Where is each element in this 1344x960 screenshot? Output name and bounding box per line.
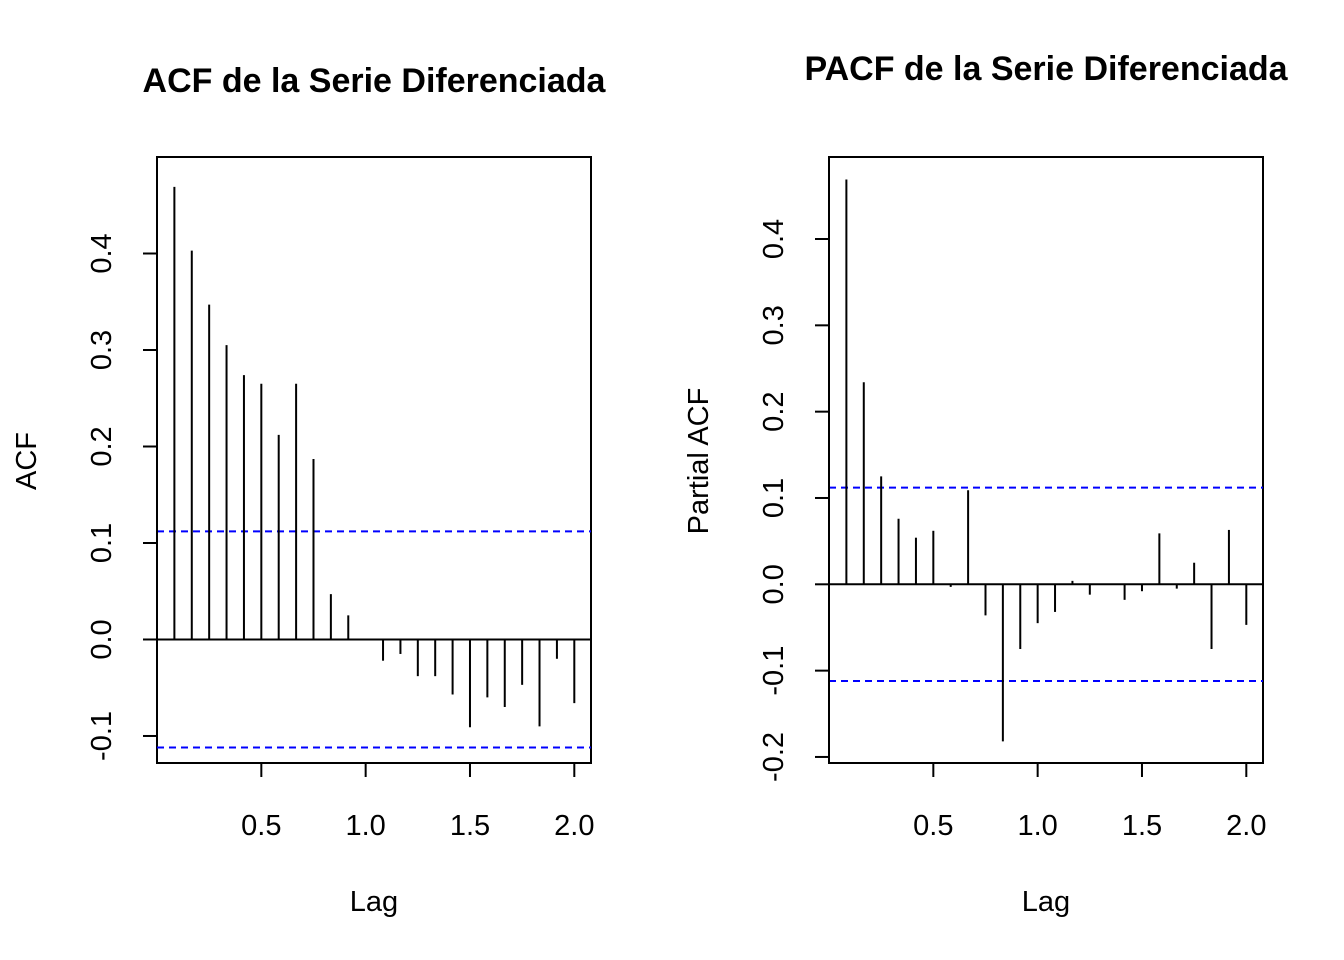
acf-panel: ACF de la Serie Diferenciada Lag ACF 0.5… (11, 62, 607, 918)
acf-plot-frame (156, 156, 592, 764)
pacf-panel: PACF de la Serie Diferenciada Lag Partia… (683, 50, 1289, 918)
acf-title: ACF de la Serie Diferenciada (143, 62, 607, 100)
pacf-x-axis-label: Lag (1022, 886, 1070, 918)
acf-y-tick-label: 0.3 (86, 330, 118, 370)
pacf-y-tick-label: -0.2 (758, 732, 790, 782)
pacf-x-tick-label: 1.0 (1017, 810, 1057, 842)
acf-y-tick-label: -0.1 (86, 711, 118, 761)
acf-plot-area: 0.5 1.0 1.5 2.0 -0.1 0.0 0.1 0.2 0.3 0.4 (86, 156, 594, 842)
acf-y-axis-label: ACF (11, 432, 43, 490)
acf-y-tick-label: 0.1 (86, 523, 118, 563)
pacf-y-tick-label: 0.3 (758, 305, 790, 345)
pacf-y-tick-label: 0.0 (758, 564, 790, 604)
acf-x-axis-label: Lag (350, 886, 398, 918)
acf-x-tick-label: 0.5 (241, 810, 281, 842)
pacf-title: PACF de la Serie Diferenciada (804, 50, 1288, 88)
pacf-plot-area: 0.5 1.0 1.5 2.0 -0.2 -0.1 0.0 0.1 0.2 0.3 0.4 (758, 156, 1266, 842)
pacf-x-tick-label: 0.5 (913, 810, 953, 842)
acf-y-tick-label: 0.0 (86, 619, 118, 659)
acf-x-tick-label: 1.5 (450, 810, 490, 842)
pacf-y-axis-label: Partial ACF (683, 388, 715, 535)
acf-y-tick-label: 0.2 (86, 426, 118, 466)
pacf-x-tick-label: 2.0 (1226, 810, 1266, 842)
pacf-y-tick-label: 0.1 (758, 478, 790, 518)
acf-x-tick-label: 2.0 (554, 810, 594, 842)
pacf-y-tick-label: 0.2 (758, 391, 790, 431)
pacf-y-tick-label: 0.4 (758, 219, 790, 259)
pacf-x-tick-label: 1.5 (1122, 810, 1162, 842)
acf-y-tick-label: 0.4 (86, 233, 118, 273)
pacf-y-tick-label: -0.1 (758, 646, 790, 696)
pacf-plot-frame (828, 156, 1264, 764)
acf-x-tick-label: 1.0 (345, 810, 385, 842)
